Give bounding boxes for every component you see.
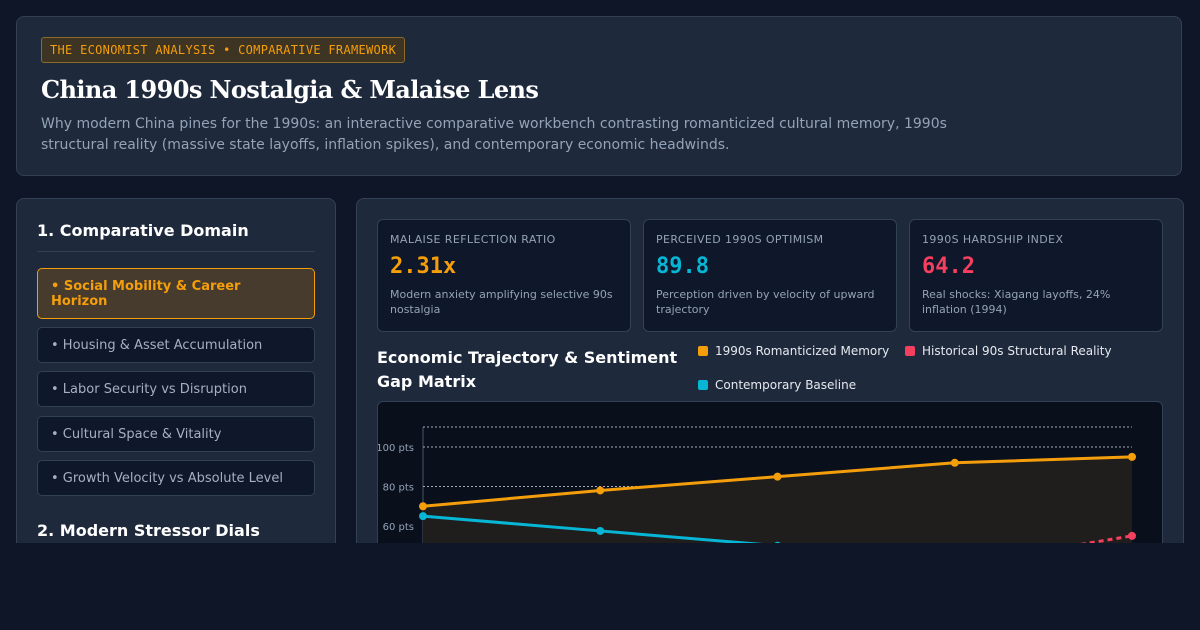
kpi-value: 64.2 [922,254,1150,284]
legend-item-romanticized[interactable]: 1990s Romanticized Memory [698,344,889,358]
chart-title: Economic Trajectory & Sentiment Gap Matr… [377,346,687,394]
header-card: THE ECONOMIST ANALYSIS • COMPARATIVE FRA… [16,16,1182,176]
kpi-label: MALAISE REFLECTION RATIO [390,233,618,246]
kpi-card-malaise-ratio: MALAISE REFLECTION RATIO 2.31x Modern an… [377,219,631,332]
domain-option-growth-velocity[interactable]: • Growth Velocity vs Absolute Level [37,460,315,496]
data-point [419,502,427,510]
legend-swatch [698,346,708,356]
legend-swatch [905,346,915,356]
domain-option-labor-security[interactable]: • Labor Security vs Disruption [37,371,315,407]
kpi-card-optimism: PERCEIVED 1990S OPTIMISM 89.8 Perception… [643,219,897,332]
page-title: China 1990s Nostalgia & Malaise Lens [41,75,538,104]
legend-label: 1990s Romanticized Memory [715,344,889,358]
data-point [951,459,959,467]
page-footer-area [0,543,1200,630]
kpi-value: 89.8 [656,254,884,284]
kpi-value: 2.31x [390,254,618,284]
kpi-description: Perception driven by velocity of upward … [656,287,884,317]
analysis-panel: MALAISE REFLECTION RATIO 2.31x Modern an… [356,198,1184,558]
legend-item-contemporary[interactable]: Contemporary Baseline [698,378,856,392]
data-point [596,486,604,494]
domain-option-cultural-space[interactable]: • Cultural Space & Vitality [37,416,315,452]
control-sidebar: 1. Comparative Domain • Social Mobility … [16,198,336,558]
section-title-domain: 1. Comparative Domain [37,221,249,240]
header-badge: THE ECONOMIST ANALYSIS • COMPARATIVE FRA… [41,37,405,63]
page-subtitle: Why modern China pines for the 1990s: an… [41,114,961,156]
kpi-label: PERCEIVED 1990S OPTIMISM [656,233,884,246]
data-point [774,473,782,481]
y-tick-label: 60 pts [383,522,414,533]
y-tick-label: 80 pts [383,483,414,494]
data-point [419,512,427,520]
trajectory-chart[interactable]: 100 pts 80 pts 60 pts [377,401,1163,558]
data-point [1128,532,1136,540]
legend-label: Contemporary Baseline [715,378,856,392]
data-point [1128,453,1136,461]
domain-option-social-mobility[interactable]: • Social Mobility & Career Horizon [37,268,315,319]
chart-svg: 100 pts 80 pts 60 pts [378,402,1163,558]
data-point [596,527,604,535]
divider [37,251,315,252]
kpi-label: 1990S HARDSHIP INDEX [922,233,1150,246]
domain-option-housing[interactable]: • Housing & Asset Accumulation [37,327,315,363]
kpi-description: Real shocks: Xiagang layoffs, 24% inflat… [922,287,1150,317]
legend-swatch [698,380,708,390]
legend-label: Historical 90s Structural Reality [922,344,1112,358]
legend-item-structural-reality[interactable]: Historical 90s Structural Reality [905,344,1112,358]
kpi-description: Modern anxiety amplifying selective 90s … [390,287,618,317]
y-tick-label: 100 pts [378,443,414,454]
kpi-card-hardship: 1990S HARDSHIP INDEX 64.2 Real shocks: X… [909,219,1163,332]
section-title-stressors: 2. Modern Stressor Dials [37,521,260,540]
